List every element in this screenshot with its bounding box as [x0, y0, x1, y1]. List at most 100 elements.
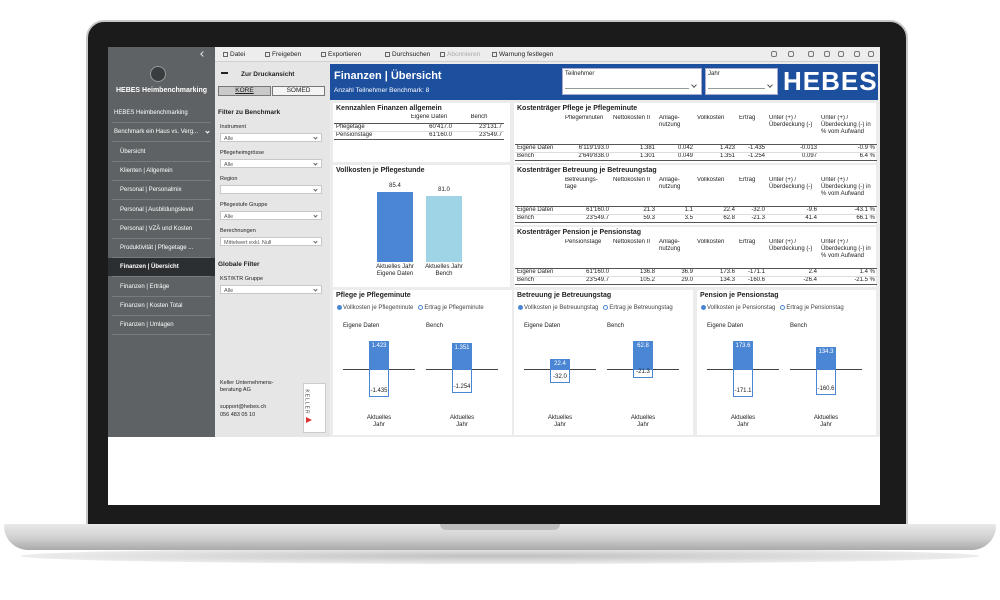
filter-tab[interactable]: SOMED [272, 86, 325, 96]
toolbar-icon[interactable] [854, 51, 860, 57]
toolbar-item[interactable]: Datei [230, 50, 246, 58]
legend-marker [701, 305, 706, 310]
toolbar-item[interactable]: Durchsuchen [392, 50, 431, 58]
toolbar-icon [265, 52, 270, 57]
nav-item[interactable]: Finanzen | Umlagen [120, 322, 174, 329]
filter-label: Region [220, 176, 238, 182]
laptop-base-shadow [20, 548, 980, 564]
data-label: -1.254 [453, 384, 471, 391]
bar [369, 341, 389, 369]
data-table: Pensionstage Nettokosten II Anlage-nutzung… [515, 239, 877, 285]
column-header: Unter (+) / Überdeckung (-) in % vom Auf… [821, 177, 871, 197]
dropdown[interactable]: Alle [220, 159, 322, 168]
nav-item[interactable]: Finanzen | Erträge [120, 283, 170, 290]
toolbar-item[interactable]: Exportieren [328, 50, 362, 58]
table-cell: -0.013 [799, 145, 817, 151]
data-label: 134.3 [818, 349, 834, 356]
nav-separator [112, 334, 211, 336]
row-label: Bench [517, 215, 535, 221]
nav-item[interactable]: Übersicht [120, 148, 146, 155]
nav-separator [112, 276, 211, 278]
slicer[interactable]: Teilnehmer [562, 68, 702, 95]
toolbar-icon[interactable] [808, 51, 814, 57]
legend-label: Ertrag je Betreuungstag [609, 304, 673, 311]
table-cell: 61'160.0 [586, 207, 609, 213]
filter-tab[interactable]: KORE [218, 86, 271, 96]
column-header: Anlage-nutzung [659, 115, 681, 128]
nav-item[interactable]: Finanzen | Kosten Total [120, 303, 183, 309]
arrow-icon [221, 72, 228, 74]
table-cell: -32.0 [751, 207, 765, 213]
column-header: Unter (+) / Überdeckung (-) [769, 239, 813, 252]
data-table: Eigene Daten Bench Pflegetage 60'417.0 23'13… [334, 114, 504, 140]
data-table: Betreuungs-tage Nettokosten II Anlage-nutz… [515, 177, 877, 223]
table-row: Pensionstage 61'160.0 23'549.7 [334, 131, 504, 139]
nav-separator [112, 179, 211, 181]
nav-separator [112, 199, 211, 201]
print-view[interactable]: Zur Druckansicht [241, 71, 295, 78]
table-cell: -1.435 [747, 145, 765, 151]
header-cell [515, 177, 563, 206]
data-label: 85.4 [389, 183, 401, 189]
data-label: -21.3 [636, 369, 650, 376]
legend-marker [780, 305, 786, 310]
nav-item[interactable]: HEBES Heimbenchmarking [114, 110, 188, 116]
toolbar-item[interactable]: Warnung festlegen [499, 50, 554, 58]
data-label: -160.6 [817, 385, 835, 392]
table-row: Bench 23'549.7 105.2 29.0 134.3 -160.6 -26.4 -2… [515, 276, 877, 284]
nav-item[interactable]: Benchmark ein Haus vs. Verg... [114, 129, 199, 136]
column-header: Pensionstage [565, 239, 602, 245]
header-cell [334, 114, 404, 123]
column-header: Unter (+) / Überdeckung (-) [769, 177, 813, 190]
toolbar-icon[interactable] [838, 51, 844, 57]
slicer-line [708, 88, 765, 89]
header-row: Eigene Daten Bench [334, 114, 504, 123]
table-cell: 0.049 [677, 153, 693, 159]
toolbar-icon[interactable] [788, 51, 794, 57]
dropdown-value: Alle [224, 287, 234, 294]
dropdown-chevron [313, 212, 318, 218]
nav-item[interactable]: Personal | Personalmix [120, 187, 182, 194]
toolbar-icon[interactable] [824, 51, 830, 57]
dropdown[interactable]: Alle [220, 133, 322, 142]
chart-panel: Betreuung je Betreuungstag Vollkosten je … [514, 290, 693, 435]
column-header: Ertrag [739, 177, 756, 183]
row-label: Bench [517, 153, 535, 159]
dropdown[interactable] [220, 185, 322, 194]
dropdown-value: Mittelwert exkl. Null [224, 239, 272, 246]
bar [733, 369, 753, 397]
table-cell: 23'131.7 [479, 124, 502, 130]
legend-marker [337, 305, 342, 310]
dropdown-value: Alle [224, 135, 234, 142]
table-cell: 36.9 [681, 269, 693, 275]
nav-item[interactable]: Klienten | Allgemein [120, 167, 173, 174]
contact-line: 056 483 05 10 [220, 412, 256, 418]
dropdown[interactable]: Alle [220, 211, 322, 220]
data-label: 81.0 [438, 186, 450, 193]
category-label: Aktuelles Jahr Bench [425, 264, 463, 277]
slicer[interactable]: Jahr [705, 68, 778, 95]
dropdown[interactable]: Mittelwert exkl. Null [220, 237, 322, 246]
x-axis-label: Aktuelles Jahr [366, 415, 392, 428]
toolbar-item[interactable]: Abonnieren [447, 50, 481, 58]
toolbar-item[interactable]: Freigeben [272, 50, 302, 58]
nav-item[interactable]: Personal | Ausbildungslevel [120, 206, 194, 213]
dropdown[interactable]: Alle [220, 285, 322, 294]
keller-logo-mark [306, 417, 312, 423]
table-cell: 2.4 [808, 269, 817, 275]
toolbar-icon[interactable] [868, 51, 874, 57]
legend-label: Ertrag je Pflegeminute [424, 304, 484, 311]
chart-panel: Pflege je Pflegeminute Vollkosten je Pfle… [333, 290, 512, 435]
column-header: Anlage-nutzung [659, 177, 681, 190]
bar [733, 341, 753, 369]
chart-title: Betreuung je Betreuungstag [517, 292, 612, 299]
toolbar-icon[interactable] [771, 51, 777, 57]
nav-item[interactable]: Produktivität | Pflegetage ... [120, 245, 194, 252]
nav-item[interactable]: Personal | VZÄ und Kosten [120, 225, 193, 232]
nav-item[interactable]: Finanzen | Übersicht [120, 264, 179, 271]
nav-separator [112, 141, 211, 143]
filter-label: KST/KTR Gruppe [220, 276, 264, 282]
table-cell: 1.381 [639, 145, 655, 151]
nav-separator [112, 122, 211, 123]
category-label: Aktuelles Jahr Eigene Daten [376, 264, 414, 277]
